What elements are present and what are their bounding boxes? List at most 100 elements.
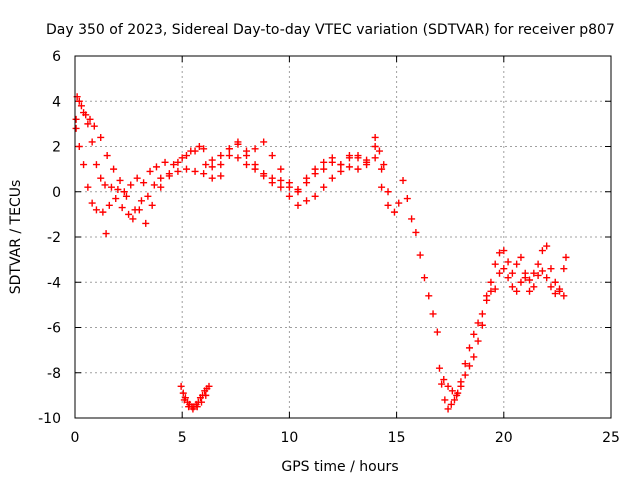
- chart-title: Day 350 of 2023, Sidereal Day-to-day VTE…: [46, 22, 615, 38]
- data-point-trace-b: [208, 174, 216, 182]
- data-point-trace-c: [311, 165, 319, 173]
- data-point-trace-c: [225, 145, 233, 153]
- data-point-drop-recovery: [491, 260, 499, 268]
- data-point-trace-c: [116, 176, 124, 184]
- data-point-drop-recovery: [429, 310, 437, 318]
- data-point-trace-a: [195, 143, 203, 150]
- data-point-trace-c: [110, 165, 118, 173]
- data-point-drop-recovery-b: [465, 344, 473, 352]
- y-tick-label: -6: [47, 321, 61, 337]
- data-point-drop-recovery: [408, 215, 416, 223]
- data-point-trace-b: [112, 195, 120, 203]
- data-point-trace-c: [217, 161, 225, 169]
- data-point-trace-a: [371, 154, 379, 162]
- data-point-trace-b: [84, 183, 92, 191]
- data-point-trace-b: [328, 174, 336, 182]
- data-point-trace-a: [88, 138, 96, 146]
- data-point-trace-b: [105, 201, 113, 209]
- data-point-trace-b: [251, 161, 259, 169]
- data-point-drop-recovery-b: [496, 269, 504, 277]
- data-point-trace-a: [152, 163, 160, 171]
- x-tick-label: 0: [71, 430, 80, 446]
- data-point-drop-recovery-b: [470, 330, 478, 338]
- x-tick-label: 5: [178, 430, 187, 446]
- data-points: [72, 93, 570, 413]
- data-point-drop-recovery: [438, 380, 446, 388]
- data-point-trace-c: [77, 102, 85, 110]
- data-point-trace-a: [146, 167, 154, 175]
- data-point-trace-c: [375, 147, 383, 155]
- data-point-trace-b: [200, 170, 208, 178]
- data-point-drop-recovery: [530, 269, 538, 277]
- data-point-drop-recovery-b: [474, 319, 482, 327]
- data-point-dip-cluster: [205, 382, 213, 390]
- data-point-drop-recovery-b: [530, 283, 538, 291]
- data-point-drop-recovery-b: [440, 376, 448, 384]
- data-point-drop-recovery-b: [448, 387, 456, 395]
- data-point-trace-a: [127, 181, 135, 189]
- data-point-trace-b: [118, 204, 126, 212]
- data-point-drop-recovery: [447, 400, 455, 408]
- data-point-drop-recovery-b: [453, 391, 461, 399]
- y-axis-title: SDTVAR / TECUs: [8, 180, 24, 295]
- data-point-trace-b: [320, 183, 328, 191]
- data-point-trace-a: [378, 183, 386, 191]
- data-point-trace-a: [395, 199, 403, 207]
- data-point-trace-a: [320, 165, 328, 173]
- data-point-dip-cluster: [180, 396, 188, 404]
- data-point-drop-recovery: [513, 260, 521, 268]
- data-point-drop-recovery: [450, 396, 458, 404]
- data-point-trace-b: [174, 167, 182, 175]
- data-point-drop-recovery-b: [508, 283, 516, 291]
- data-point-drop-recovery: [465, 362, 473, 370]
- data-point-trace-b: [137, 197, 145, 205]
- data-point-dip-cluster: [179, 389, 187, 397]
- data-point-trace-b: [294, 201, 302, 209]
- data-point-drop-recovery: [478, 321, 486, 329]
- data-point-drop-recovery-b: [483, 292, 491, 300]
- data-point-drop-recovery-b: [444, 382, 452, 390]
- data-point-trace-c: [371, 143, 379, 150]
- data-point-drop-recovery: [562, 253, 570, 261]
- data-point-trace-a: [75, 97, 83, 105]
- data-point-trace-a: [97, 174, 105, 182]
- data-point-trace-b: [268, 179, 276, 187]
- data-point-dip-cluster: [202, 391, 210, 399]
- data-point-trace-c: [191, 147, 199, 155]
- data-point-drop-recovery: [551, 278, 559, 286]
- y-tick-label: 0: [52, 185, 61, 201]
- data-point-trace-c: [97, 133, 105, 141]
- data-point-drop-recovery-b: [551, 290, 559, 298]
- data-point-drop-recovery: [441, 396, 449, 404]
- data-point-trace-b: [144, 192, 152, 200]
- data-point-drop-recovery: [403, 195, 411, 203]
- x-tick-label: 10: [280, 430, 298, 446]
- data-point-trace-c: [303, 174, 311, 182]
- data-point-drop-recovery: [470, 353, 478, 361]
- data-point-trace-a: [208, 163, 216, 171]
- data-point-trace-c: [129, 215, 137, 223]
- data-point-trace-c: [142, 219, 150, 227]
- data-point-drop-recovery-b: [461, 360, 469, 368]
- data-point-trace-c: [82, 111, 90, 119]
- data-point-trace-b: [384, 188, 392, 196]
- data-point-trace-a: [161, 158, 169, 166]
- data-point-drop-recovery: [496, 249, 504, 257]
- x-axis-title: GPS time / hours: [281, 459, 398, 475]
- data-point-trace-b: [150, 181, 158, 189]
- data-point-drop-recovery: [560, 265, 568, 273]
- data-point-drop-recovery: [399, 176, 407, 184]
- data-point-trace-b: [345, 163, 353, 171]
- data-point-trace-a: [202, 161, 210, 169]
- x-tick-label: 20: [495, 430, 513, 446]
- data-point-trace-b: [182, 165, 190, 173]
- data-point-trace-a: [101, 181, 109, 189]
- data-point-trace-c: [174, 158, 182, 166]
- data-point-drop-recovery: [538, 247, 546, 255]
- data-point-drop-recovery: [547, 265, 555, 273]
- data-point-trace-c: [268, 152, 276, 160]
- y-tick-label: -10: [38, 411, 61, 427]
- data-point-drop-recovery: [420, 274, 428, 282]
- plot-frame: [74, 55, 612, 419]
